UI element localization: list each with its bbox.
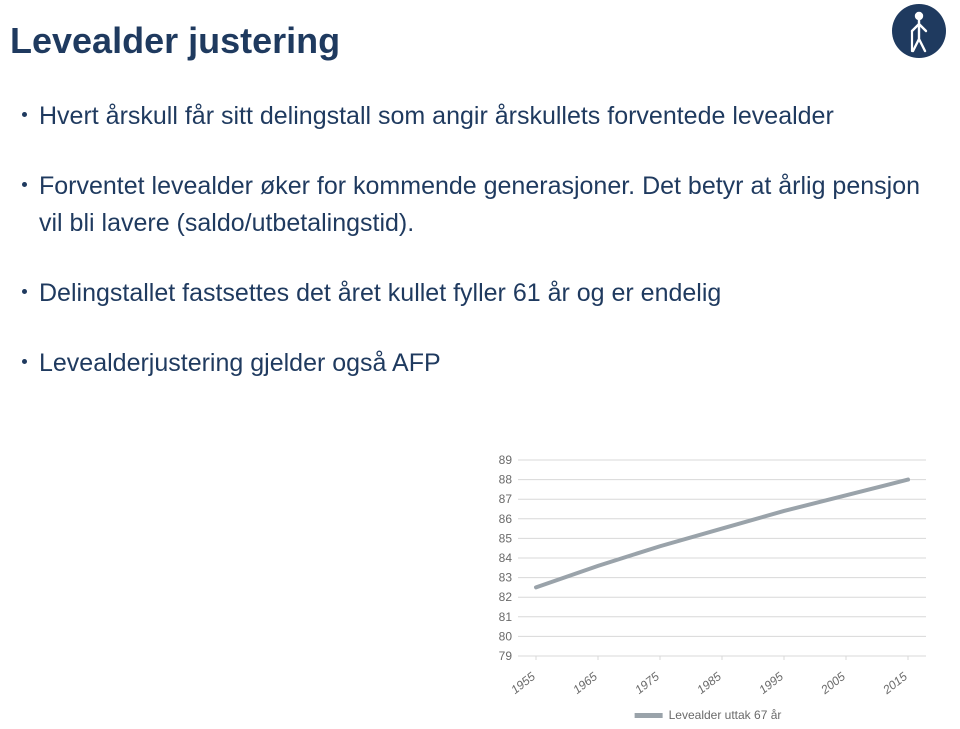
svg-text:89: 89 bbox=[499, 454, 513, 467]
svg-text:85: 85 bbox=[499, 531, 513, 545]
bullet-text: Forventet levealder øker for kommende ge… bbox=[39, 168, 930, 241]
svg-text:2015: 2015 bbox=[879, 669, 910, 697]
svg-text:1975: 1975 bbox=[632, 669, 662, 697]
svg-text:2005: 2005 bbox=[817, 669, 848, 697]
svg-text:80: 80 bbox=[499, 629, 513, 643]
svg-text:1995: 1995 bbox=[756, 669, 786, 697]
chart-legend: Levealder uttak 67 år bbox=[635, 708, 782, 722]
svg-text:83: 83 bbox=[499, 571, 513, 585]
legend-swatch bbox=[635, 713, 663, 718]
list-item: Levealderjustering gjelder også AFP bbox=[22, 345, 930, 381]
bullet-text: Delingstallet fastsettes det året kullet… bbox=[39, 275, 721, 311]
life-expectancy-chart: 79 80 81 82 83 84 85 86 87 88 89 1955 1965 1975 1985 19… bbox=[480, 454, 936, 724]
svg-text:84: 84 bbox=[499, 551, 513, 565]
bullet-text: Hvert årskull får sitt delingstall som a… bbox=[39, 98, 834, 134]
brand-logo bbox=[892, 4, 946, 58]
bullet-dot bbox=[22, 359, 27, 364]
bullet-list: Hvert årskull får sitt delingstall som a… bbox=[22, 98, 930, 381]
svg-text:86: 86 bbox=[499, 512, 513, 526]
bullet-dot bbox=[22, 112, 27, 117]
bullet-dot bbox=[22, 182, 27, 187]
svg-text:79: 79 bbox=[499, 649, 513, 663]
bullet-dot bbox=[22, 289, 27, 294]
slide: Levealder justering Hvert årskull får si… bbox=[0, 0, 960, 728]
chart-svg: 79 80 81 82 83 84 85 86 87 88 89 1955 1965 1975 1985 19… bbox=[480, 454, 936, 724]
list-item: Delingstallet fastsettes det året kullet… bbox=[22, 275, 930, 311]
svg-text:1985: 1985 bbox=[694, 669, 724, 697]
list-item: Forventet levealder øker for kommende ge… bbox=[22, 168, 930, 241]
list-item: Hvert årskull får sitt delingstall som a… bbox=[22, 98, 930, 134]
bullet-text: Levealderjustering gjelder også AFP bbox=[39, 345, 441, 381]
svg-text:1965: 1965 bbox=[570, 669, 600, 697]
svg-text:82: 82 bbox=[499, 590, 513, 604]
page-title: Levealder justering bbox=[10, 20, 930, 62]
legend-label: Levealder uttak 67 år bbox=[669, 708, 782, 722]
svg-text:81: 81 bbox=[499, 610, 513, 624]
svg-text:88: 88 bbox=[499, 473, 513, 487]
figure-icon bbox=[902, 9, 936, 53]
svg-text:1955: 1955 bbox=[508, 669, 538, 697]
svg-text:87: 87 bbox=[499, 492, 513, 506]
